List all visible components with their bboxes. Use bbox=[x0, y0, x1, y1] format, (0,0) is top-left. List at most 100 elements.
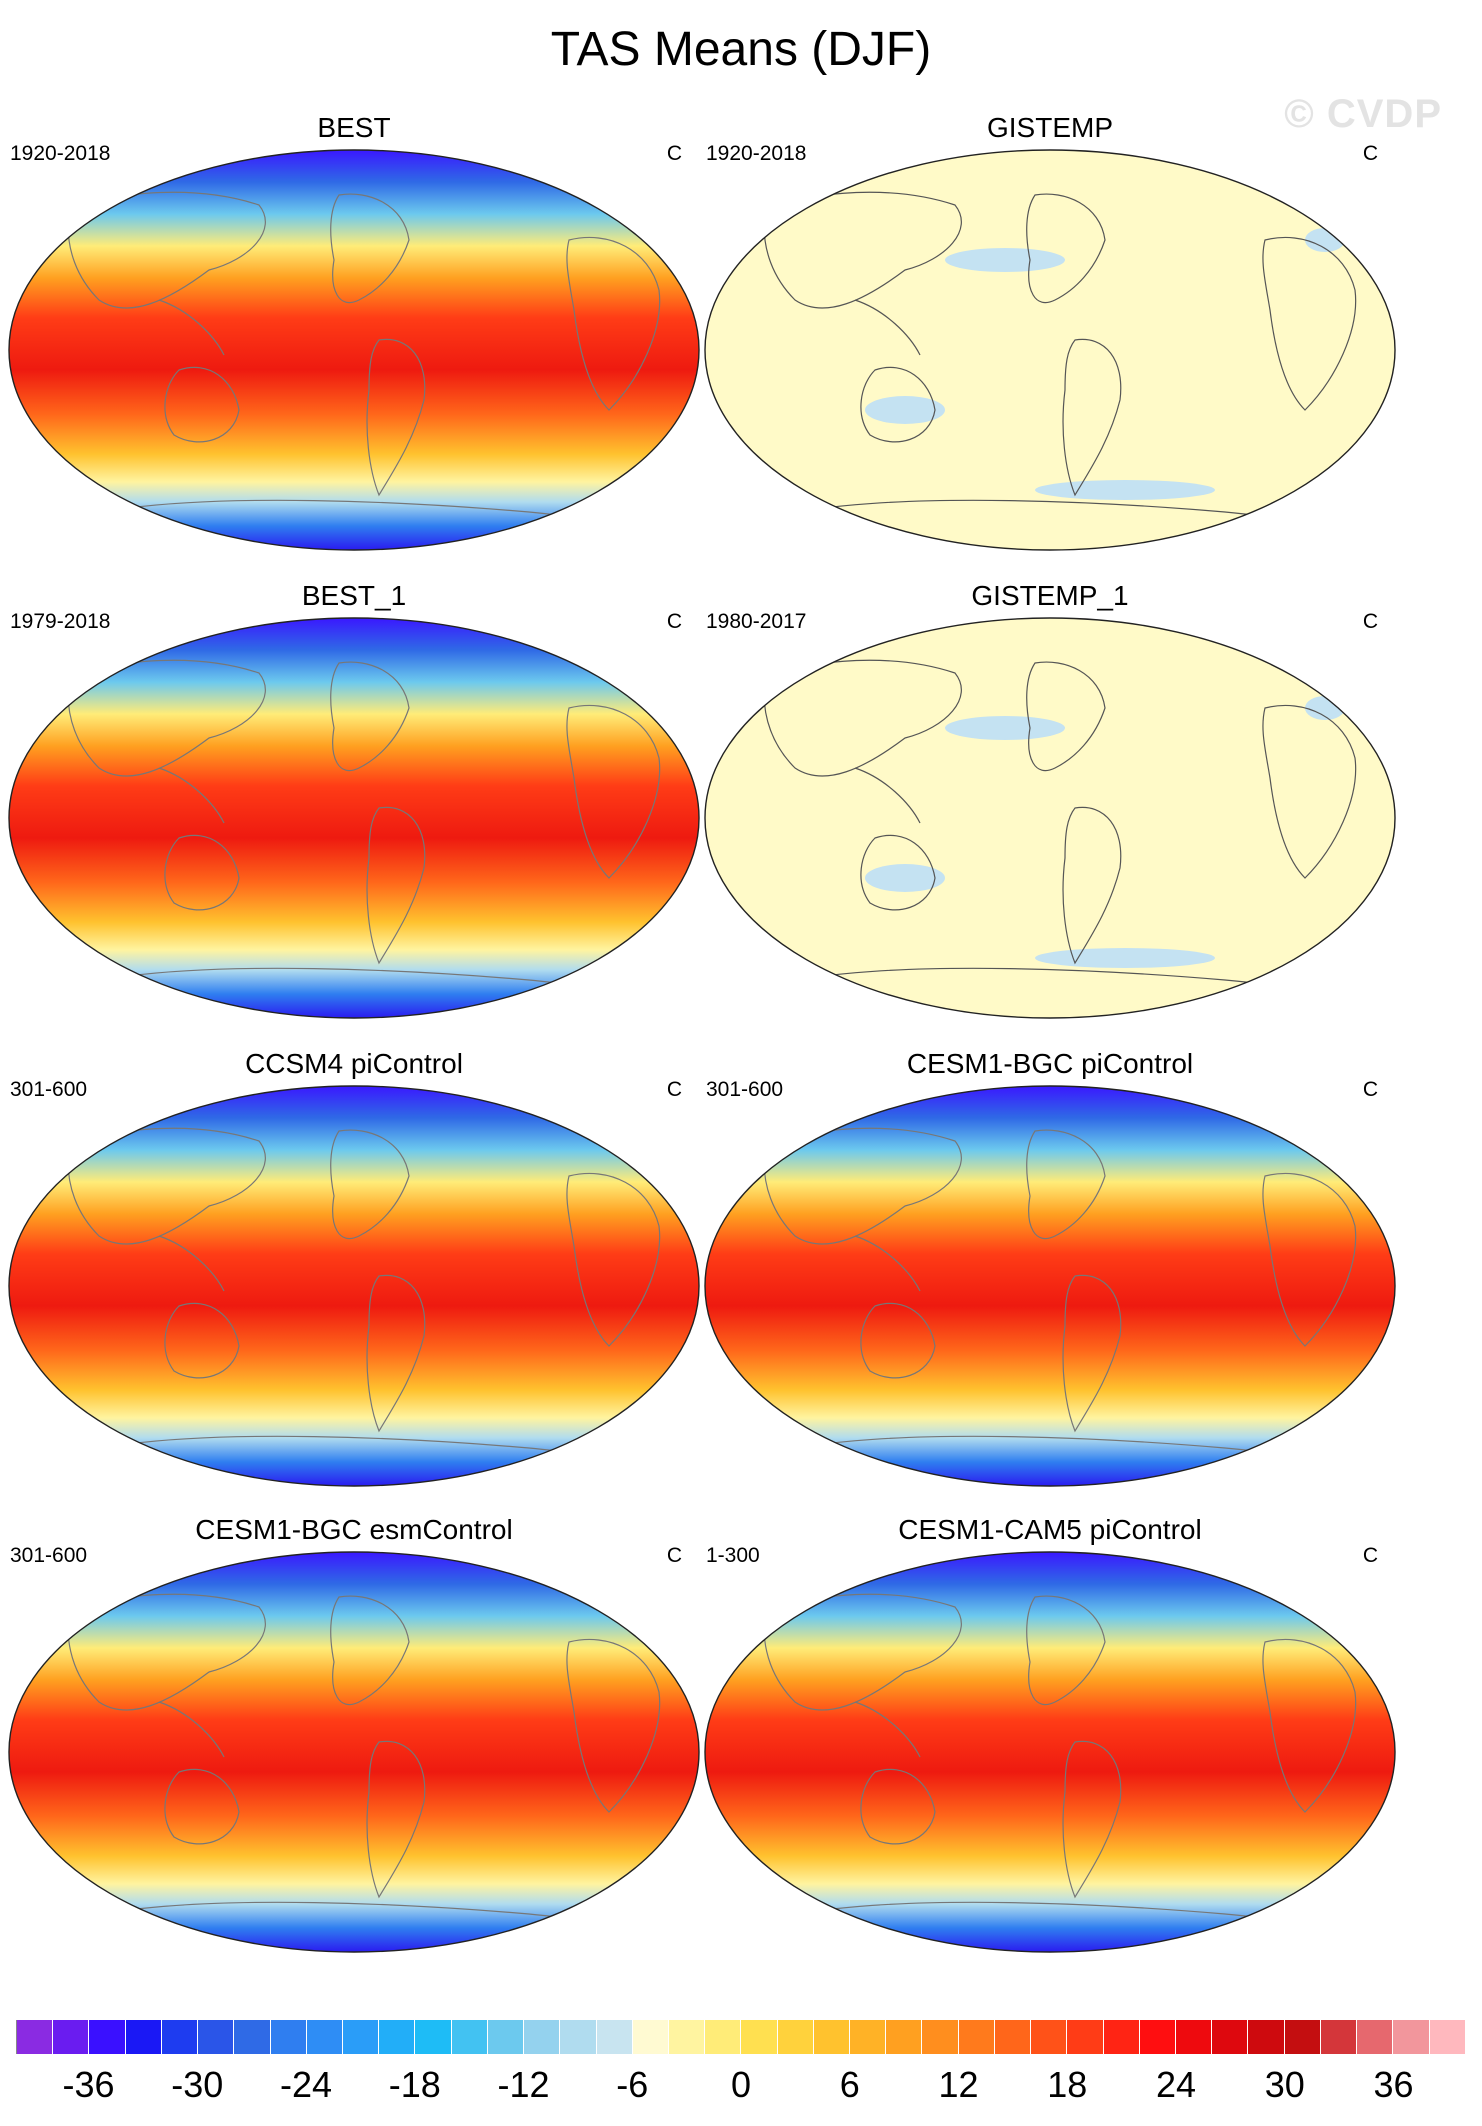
panel-units: C bbox=[1362, 1078, 1378, 1101]
colorbar-swatch bbox=[125, 2020, 162, 2054]
coastline bbox=[860, 834, 936, 911]
colorbar-swatch bbox=[270, 2020, 307, 2054]
coastline bbox=[1026, 661, 1106, 772]
coastline bbox=[366, 806, 426, 965]
coastline bbox=[763, 1127, 962, 1245]
coastline bbox=[366, 1274, 426, 1433]
panel-units: C bbox=[1362, 1544, 1378, 1567]
colorbar-swatch bbox=[16, 2020, 54, 2054]
coastline bbox=[1062, 338, 1122, 497]
panel-title: BEST bbox=[317, 112, 391, 143]
colorbar-label: 12 bbox=[938, 2064, 979, 2105]
panel-title: CESM1-BGC piControl bbox=[906, 1048, 1194, 1079]
colorbar: -36 -30 -24 -18 -12 -6 0 6 12 18 24 30 36 bbox=[16, 2020, 1466, 2116]
page-title: TAS Means (DJF) bbox=[550, 23, 932, 76]
panel-units: C bbox=[666, 1544, 682, 1567]
coastline bbox=[566, 704, 661, 879]
colorbar-swatch bbox=[415, 2020, 452, 2054]
colorbar-swatch bbox=[1429, 2020, 1466, 2054]
colorbar-label: 36 bbox=[1373, 2064, 1414, 2105]
coastline bbox=[1062, 1274, 1122, 1433]
colorbar-swatch bbox=[1067, 2020, 1104, 2054]
panel-years: 1920-2018 bbox=[706, 142, 807, 165]
colorbar-swatch bbox=[705, 2020, 742, 2054]
colorbar-label: -30 bbox=[171, 2064, 224, 2105]
panel-units: C bbox=[666, 1078, 682, 1101]
colorbar-swatch bbox=[487, 2020, 525, 2054]
colorbar-swatch bbox=[1139, 2020, 1176, 2054]
colorbar-swatch bbox=[1176, 2020, 1213, 2054]
colorbar-label: 6 bbox=[839, 2064, 860, 2105]
colorbar-swatch bbox=[451, 2020, 488, 2054]
robinson-map bbox=[8, 1085, 700, 1487]
colorbar-swatch bbox=[89, 2020, 126, 2054]
colorbar-label: -18 bbox=[388, 2064, 441, 2105]
colorbar-label: -24 bbox=[279, 2064, 333, 2105]
colorbar-label: -12 bbox=[497, 2064, 550, 2105]
coastline bbox=[854, 1235, 921, 1292]
colorbar-labels: -36 -30 -24 -18 -12 -6 0 6 12 18 24 30 36 bbox=[16, 2064, 1466, 2108]
robinson-map bbox=[704, 617, 1396, 1019]
coastline bbox=[1026, 1595, 1106, 1706]
colorbar-swatch bbox=[198, 2020, 235, 2054]
coastline bbox=[1262, 704, 1357, 879]
robinson-map bbox=[704, 149, 1396, 551]
coastline bbox=[854, 299, 921, 356]
coastline bbox=[763, 1593, 962, 1711]
colorbar-swatch bbox=[1320, 2020, 1358, 2054]
colorbar-swatch bbox=[777, 2020, 814, 2054]
panel-title: CESM1-CAM5 piControl bbox=[898, 1514, 1202, 1545]
colorbar-swatches bbox=[16, 2020, 1466, 2054]
coastline bbox=[67, 1593, 266, 1711]
colorbar-label: 30 bbox=[1264, 2064, 1305, 2105]
colorbar-swatch bbox=[161, 2020, 199, 2054]
coastline bbox=[164, 1768, 240, 1845]
map-panel: CESM1-BGC esmControl 301-600 C bbox=[4, 1514, 704, 1984]
panel-years: 301-600 bbox=[10, 1078, 88, 1101]
coastline bbox=[158, 1701, 225, 1758]
colorbar-swatch bbox=[1357, 2020, 1394, 2054]
coastline bbox=[860, 1302, 936, 1379]
colorbar-swatch bbox=[1393, 2020, 1430, 2054]
coastline bbox=[860, 1768, 936, 1845]
coastline bbox=[330, 661, 410, 772]
panel-units: C bbox=[1362, 610, 1378, 633]
map-panel: BEST 1920-2018 C bbox=[4, 112, 704, 582]
coastline bbox=[566, 1638, 661, 1813]
map-panel: GISTEMP_1 1980-2017 C bbox=[700, 580, 1400, 1050]
coastline bbox=[330, 1129, 410, 1240]
coastline bbox=[1262, 236, 1357, 411]
anomaly-patch bbox=[865, 864, 945, 892]
map-panel: CESM1-BGC piControl 301-600 C bbox=[700, 1048, 1400, 1518]
colorbar-swatch bbox=[306, 2020, 343, 2054]
coastline bbox=[366, 338, 426, 497]
panel-title: BEST_1 bbox=[301, 580, 407, 611]
colorbar-swatch bbox=[524, 2020, 561, 2054]
coastline bbox=[366, 1740, 426, 1899]
map-panel: CESM1-CAM5 piControl 1-300 C bbox=[700, 1514, 1400, 1984]
coastline bbox=[1262, 1638, 1357, 1813]
coastline bbox=[566, 236, 661, 411]
colorbar-swatch bbox=[632, 2020, 669, 2054]
colorbar-swatch bbox=[379, 2020, 416, 2054]
colorbar-swatch bbox=[1103, 2020, 1140, 2054]
colorbar-label: 18 bbox=[1047, 2064, 1088, 2105]
colorbar-swatch bbox=[1284, 2020, 1321, 2054]
robinson-map bbox=[704, 1551, 1396, 1953]
coastline bbox=[854, 767, 921, 824]
anomaly-patch bbox=[1035, 948, 1215, 968]
colorbar-swatch bbox=[668, 2020, 706, 2054]
panel-title: CCSM4 piControl bbox=[245, 1048, 463, 1079]
coastline bbox=[566, 1172, 661, 1347]
colorbar-label: 0 bbox=[730, 2064, 752, 2105]
anomaly-patch bbox=[945, 248, 1065, 272]
panel-years: 1920-2018 bbox=[10, 142, 111, 165]
coastline bbox=[158, 1235, 225, 1292]
coastline bbox=[330, 1595, 410, 1706]
coastline bbox=[67, 659, 266, 777]
colorbar-swatch bbox=[922, 2020, 959, 2054]
colorbar-swatch bbox=[850, 2020, 887, 2054]
anomaly-patch bbox=[1035, 480, 1215, 500]
colorbar-swatch bbox=[741, 2020, 778, 2054]
coastline bbox=[1026, 193, 1106, 304]
